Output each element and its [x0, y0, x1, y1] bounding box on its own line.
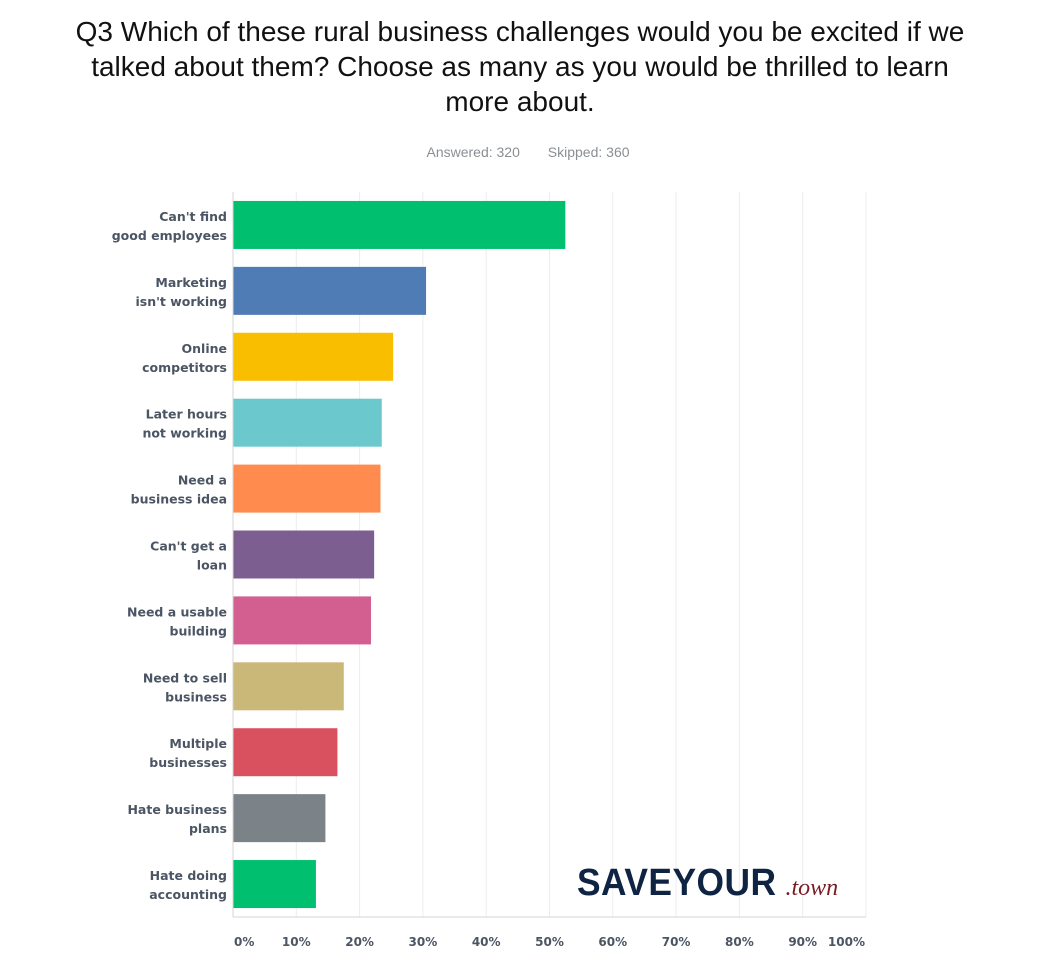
category-label: Hate business: [127, 802, 227, 817]
category-label: good employees: [112, 228, 227, 243]
response-stats: Answered: 320 Skipped: 360: [0, 144, 1051, 160]
question-line-3: more about.: [445, 86, 595, 117]
category-label: Can't get a: [150, 539, 227, 554]
bar: [233, 860, 316, 909]
x-tick-label: 90%: [788, 935, 817, 949]
answered-count: Answered: 320: [426, 144, 520, 160]
category-label: loan: [197, 558, 227, 573]
bar: [233, 662, 344, 711]
bar: [233, 530, 375, 579]
category-label: businesses: [149, 755, 227, 770]
category-label: plans: [189, 821, 227, 836]
category-label: Need a usable: [127, 604, 227, 619]
question-title: Q3 Which of these rural business challen…: [0, 14, 1040, 119]
category-label: accounting: [149, 887, 227, 902]
bar: [233, 332, 394, 381]
x-tick-label: 60%: [598, 935, 627, 949]
category-label: Marketing: [155, 275, 227, 290]
logo-main-text: SAVEYOUR: [577, 862, 777, 904]
bar: [233, 398, 382, 447]
x-tick-label: 40%: [472, 935, 501, 949]
x-tick-label: 20%: [345, 935, 374, 949]
category-label: building: [170, 623, 228, 638]
x-tick-label: 70%: [662, 935, 691, 949]
category-label: competitors: [142, 360, 227, 375]
x-tick-label: 10%: [282, 935, 311, 949]
x-tick-label: 50%: [535, 935, 564, 949]
category-label: business: [165, 689, 227, 704]
category-label: Need to sell: [143, 670, 227, 685]
question-line-1: Q3 Which of these rural business challen…: [75, 16, 965, 47]
bar: [233, 596, 371, 645]
x-tick-label: 30%: [409, 935, 438, 949]
x-tick-label: 100%: [828, 935, 865, 949]
category-label: Online: [182, 341, 227, 356]
category-label: Multiple: [169, 736, 227, 751]
category-label: not working: [142, 426, 227, 441]
category-label: Can't find: [159, 209, 227, 224]
category-label: Hate doing: [150, 868, 227, 883]
skipped-count: Skipped: 360: [547, 144, 630, 160]
x-tick-label: 0%: [234, 935, 254, 949]
bar: [233, 200, 566, 249]
logo-suffix-text: .town: [785, 875, 839, 901]
bar: [233, 464, 381, 513]
category-label: Later hours: [146, 407, 227, 422]
question-line-2: talked about them? Choose as many as you…: [91, 51, 949, 82]
bar: [233, 266, 427, 315]
x-tick-label: 80%: [725, 935, 754, 949]
bar: [233, 728, 338, 777]
category-label: business idea: [131, 492, 227, 507]
saveyour-town-logo: SAVEYOUR .town: [577, 862, 838, 905]
category-label: isn't working: [135, 294, 227, 309]
bar: [233, 794, 326, 843]
category-label: Need a: [178, 473, 227, 488]
